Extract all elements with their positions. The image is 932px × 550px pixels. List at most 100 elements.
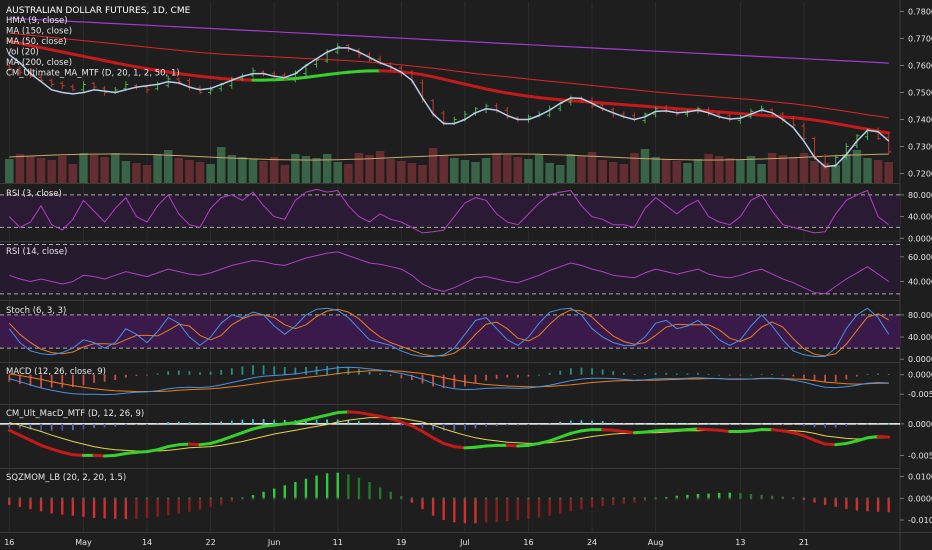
volume-bar [820,163,830,183]
cm-macd-segment [113,452,128,457]
sqzmom-squeeze-dot [686,497,689,500]
cm-macd-segment [866,435,880,440]
sqzmom-bar [516,498,520,521]
x-tick-label: 19 [396,538,406,547]
cm-macd-segment [643,429,658,434]
cm-histogram-bar [697,423,699,424]
volume-bar [68,164,78,183]
cm-macd-segment [484,443,499,448]
macd-histogram-bar [856,374,858,377]
cm-histogram-bar [644,423,646,425]
legend-label: MA (150, close) [6,27,72,37]
cm-histogram-bar [792,423,795,425]
ma50-segment [855,125,870,131]
macd-histogram-bar [771,374,774,375]
ma50-segment [166,70,181,76]
macd-pane[interactable] [8,365,890,396]
rsi14-pane[interactable] [0,243,900,295]
ma50-segment [601,101,615,106]
sqzmom-squeeze-dot [357,497,360,500]
cm-histogram-bar [209,422,212,424]
ma50-segment [516,93,530,98]
volume-bar [280,165,290,183]
cm-macd-segment [431,436,446,445]
cm-macd-segment [7,428,22,437]
sqzmom-squeeze-dot [273,497,276,500]
macd-histogram-bar [220,370,223,375]
sqzmom-squeeze-dot [262,497,265,500]
sqzmom-squeeze-dot [368,497,371,500]
macd-histogram-bar [156,373,159,375]
macd-histogram-bar [718,374,721,376]
cm-histogram-bar [368,422,371,424]
sqzmom-bar [304,478,308,499]
volume-bar [789,157,798,183]
cm-histogram-bar [40,423,42,431]
cm-macd-segment [516,443,530,448]
sqzmom-squeeze-dot [199,497,202,500]
ma50-segment [81,54,96,60]
sqzmom-squeeze-dot [379,497,382,500]
macd-histogram-bar [252,365,254,375]
legend-label: Stoch (6, 3, 3) [6,306,66,316]
cm-histogram-bar [686,423,689,425]
volume-bar [291,154,300,183]
sqzmom-bar [251,495,255,499]
sqzmom-squeeze-dot [485,497,488,500]
sqzmom-pane[interactable] [8,472,890,524]
sqzmom-bar [145,498,149,518]
sqzmom-bar [135,498,138,519]
sqzmom-bar [325,473,329,499]
cm-macd-segment [601,428,615,432]
volume-bar [185,160,194,183]
sqzmom-bar [336,472,339,499]
macd-histogram-bar [103,374,106,382]
ma50-segment [611,102,626,107]
cm-histogram-bar [887,423,890,425]
sqzmom-bar [220,498,223,505]
ma50-segment [272,77,287,82]
cm-histogram-bar [188,422,191,424]
ma50-segment [569,99,583,103]
sqzmom-squeeze-dot [696,497,699,500]
ma50-segment [590,100,605,105]
cm-histogram-bar [442,423,445,431]
cm-macd-pane[interactable] [0,410,900,458]
rsi14-band [0,244,900,294]
macd-histogram-bar [728,374,731,376]
sqzmom-bar [368,482,371,499]
cm-macd-segment [251,424,266,431]
ma50-segment [813,118,827,124]
x-tick-label: 22 [206,538,216,547]
sqzmom-bar [230,498,233,502]
sqzmom-bar [770,495,774,499]
volume-bar [746,156,756,183]
x-tick-label: 16 [4,538,14,547]
macd-histogram-bar [601,369,604,375]
rsi3-pane[interactable] [0,188,900,234]
cm-macd-segment [749,428,764,433]
cm-histogram-bar [750,423,752,425]
cm-histogram-bar [114,423,117,427]
ma50-segment [177,72,191,77]
cm-macd-segment [325,411,340,417]
sqzmom-squeeze-dot [442,497,445,500]
sqzmom-squeeze-dot [855,497,858,500]
cm-histogram-bar [347,420,350,424]
volume-bar [503,155,512,183]
volume-bar [163,150,173,183]
ma50-segment [113,61,128,67]
stoch-pane[interactable] [0,307,900,357]
cm-macd-segment [855,436,870,443]
legend-label: CM_Ultimate_MA_MTF (D, 20, 1, 2, 50, 1) [6,69,180,79]
volume-bar [206,164,215,183]
cm-macd-segment [219,435,234,442]
sqzmom-squeeze-dot [601,497,604,500]
price-pane[interactable] [5,17,893,183]
sqzmom-squeeze-dot [824,497,827,500]
